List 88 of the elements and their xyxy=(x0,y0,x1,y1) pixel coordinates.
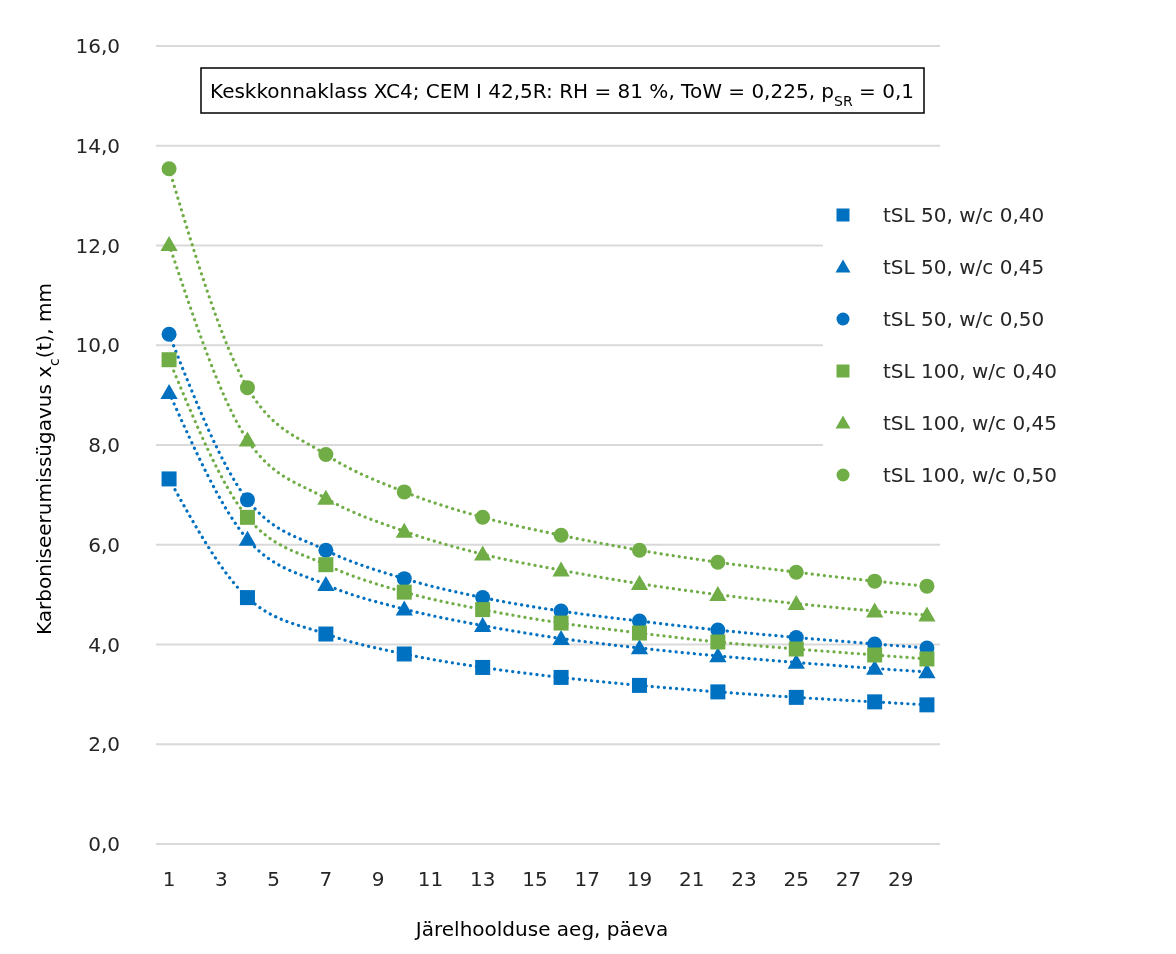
point xyxy=(866,602,884,618)
point xyxy=(161,352,177,368)
legend-label: tSL 50, w/c 0,50 xyxy=(883,307,1045,331)
point xyxy=(395,522,413,538)
x-tick-label: 27 xyxy=(835,867,862,891)
x-tick-label: 11 xyxy=(417,867,444,891)
x-tick-label: 1 xyxy=(162,867,176,891)
y-tick-label: 12,0 xyxy=(75,233,120,258)
point xyxy=(919,578,935,594)
x-tick-label: 13 xyxy=(469,867,496,891)
point xyxy=(475,659,491,675)
legend-label: tSL 50, w/c 0,40 xyxy=(883,203,1045,227)
point xyxy=(788,689,804,705)
point xyxy=(317,489,335,505)
point xyxy=(709,647,727,663)
x-tick-label: 21 xyxy=(679,867,705,891)
point xyxy=(630,575,649,591)
point xyxy=(867,573,883,589)
point xyxy=(396,484,412,500)
x-tick-label: 7 xyxy=(319,867,333,891)
point xyxy=(239,590,255,606)
point xyxy=(160,235,178,251)
point xyxy=(238,431,257,447)
point xyxy=(919,697,935,713)
y-tick-label: 0,0 xyxy=(88,832,120,856)
text: Keskkonnaklass XC4; CEM I 42,5R: RH = 81 %, ToW = 0,225, p$_{SR}$ = 0,1 xyxy=(210,79,914,109)
legend-label: tSL 100, w/c 0,45 xyxy=(883,411,1057,435)
point xyxy=(396,584,412,600)
point xyxy=(238,530,257,546)
point xyxy=(318,626,334,642)
point xyxy=(553,669,569,685)
point xyxy=(867,647,883,663)
point xyxy=(631,625,647,641)
point xyxy=(919,651,935,667)
point xyxy=(239,492,255,508)
point xyxy=(396,571,412,587)
point xyxy=(318,446,334,462)
point xyxy=(395,600,413,616)
x-tick-label: 19 xyxy=(626,867,653,891)
point xyxy=(788,641,804,657)
y-tick-label: 16,0 xyxy=(75,34,120,58)
x-tick-label: 25 xyxy=(783,867,809,891)
point xyxy=(553,615,569,631)
point xyxy=(160,384,178,400)
point xyxy=(396,646,412,662)
point xyxy=(709,586,727,601)
x-tick-label: 5 xyxy=(267,867,280,891)
point xyxy=(788,564,804,580)
point xyxy=(318,557,334,573)
point xyxy=(918,606,936,622)
x-axis-title: Järelhoolduse aeg, päeva xyxy=(413,917,669,941)
y-tick-label: 8,0 xyxy=(88,433,120,457)
point xyxy=(710,684,726,700)
point xyxy=(239,380,255,396)
y-tick-label: 14,0 xyxy=(75,133,120,158)
y-tick-label: 6,0 xyxy=(88,532,120,557)
point xyxy=(161,326,177,342)
point xyxy=(239,509,255,525)
legend-label: tSL 100, w/c 0,50 xyxy=(883,463,1057,487)
x-tick-label: 15 xyxy=(522,867,548,891)
point xyxy=(553,527,569,543)
point xyxy=(787,594,805,610)
legend-label: tSL 100, w/c 0,40 xyxy=(883,359,1057,383)
point xyxy=(710,554,726,570)
x-tick-label: 17 xyxy=(574,867,600,891)
point xyxy=(161,471,177,487)
point xyxy=(317,576,335,592)
point xyxy=(552,629,570,645)
point xyxy=(318,542,334,558)
legend-label: tSL 50, w/c 0,45 xyxy=(883,255,1045,279)
point xyxy=(474,545,492,561)
point xyxy=(630,639,649,655)
point xyxy=(867,694,883,710)
x-tick-label: 3 xyxy=(214,867,228,891)
y-tick-label: 2,0 xyxy=(88,732,120,757)
point xyxy=(631,677,647,693)
x-tick-label: 23 xyxy=(731,867,757,891)
point xyxy=(474,616,492,632)
point xyxy=(552,561,570,577)
x-tick-label: 29 xyxy=(888,867,914,891)
y-tick-label: 10,0 xyxy=(75,333,120,358)
x-tick-label: 9 xyxy=(371,867,385,891)
point xyxy=(475,509,491,525)
point xyxy=(161,161,177,177)
point xyxy=(475,602,491,618)
point xyxy=(710,634,726,650)
point xyxy=(631,542,647,558)
y-tick-label: 4,0 xyxy=(88,632,120,657)
